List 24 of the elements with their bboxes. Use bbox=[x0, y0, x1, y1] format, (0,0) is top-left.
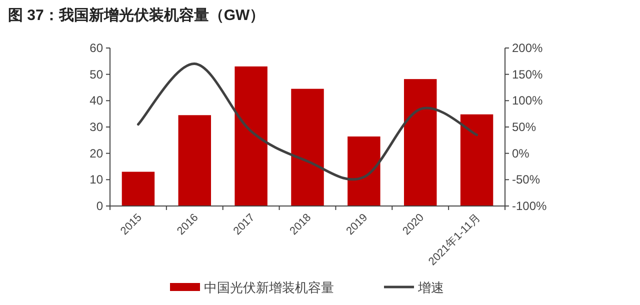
y-tick-label: 20 bbox=[90, 146, 104, 160]
bar bbox=[404, 79, 437, 206]
y-tick-label: 60 bbox=[90, 41, 104, 55]
y2-tick-label: 0% bbox=[512, 146, 530, 160]
bar bbox=[291, 88, 324, 206]
bar bbox=[122, 172, 155, 206]
y-tick-label: 10 bbox=[90, 172, 104, 187]
y2-tick-label: 150% bbox=[512, 67, 544, 82]
bar bbox=[460, 114, 494, 206]
legend-label: 增速 bbox=[417, 280, 444, 295]
y2-tick-label: 50% bbox=[512, 120, 536, 134]
bar bbox=[178, 115, 212, 206]
legend-label: 中国光伏新增装机容量 bbox=[204, 280, 334, 295]
bar bbox=[234, 66, 268, 206]
y-tick-label: 30 bbox=[90, 120, 104, 134]
chart-title: 图 37：我国新增光伏装机容量（GW） bbox=[8, 6, 265, 24]
bar bbox=[348, 136, 380, 206]
y-tick-label: 0 bbox=[96, 199, 104, 213]
y2-tick-label: 200% bbox=[512, 41, 544, 55]
y2-tick-label: 100% bbox=[512, 94, 544, 108]
y-tick-label: 50 bbox=[90, 67, 104, 82]
y2-tick-label: -100% bbox=[512, 199, 548, 213]
y2-tick-label: -50% bbox=[512, 172, 540, 187]
y-tick-label: 40 bbox=[90, 94, 104, 108]
